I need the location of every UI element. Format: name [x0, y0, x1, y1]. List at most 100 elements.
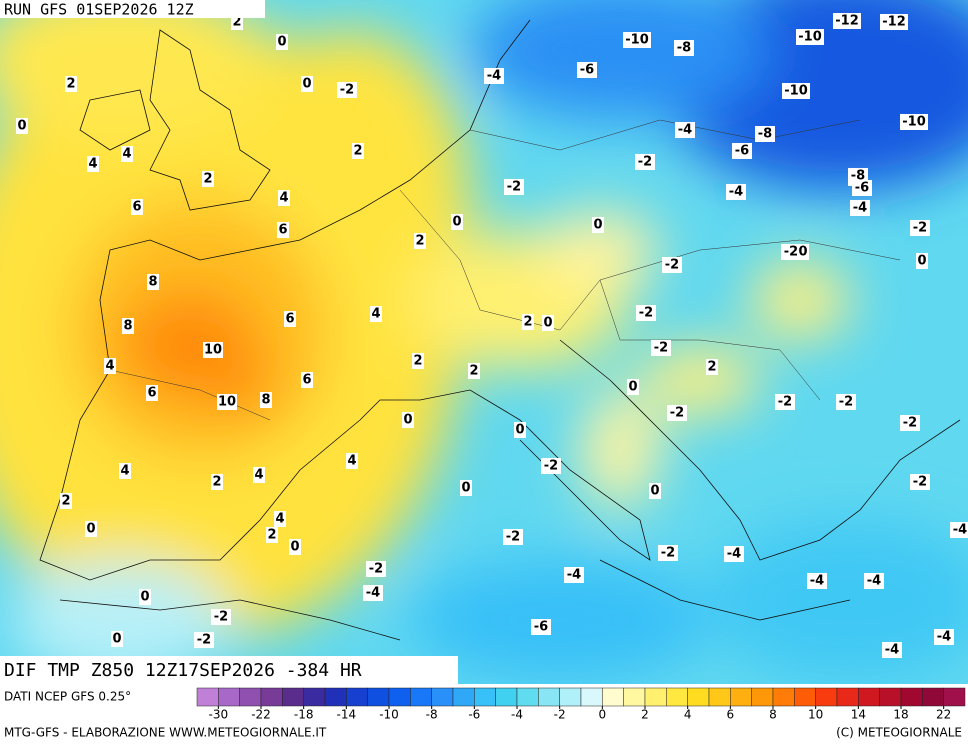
colorbar-tick-label: -22	[251, 708, 271, 722]
colorbar-cell	[495, 687, 518, 707]
contour-label: -6	[534, 620, 548, 635]
contour-label: 2	[469, 364, 478, 379]
contour-label: -8	[677, 41, 691, 56]
colorbar-cell	[452, 687, 475, 707]
colorbar-cell	[772, 687, 795, 707]
contour-label-bg	[194, 632, 214, 648]
colorbar-cell	[730, 687, 752, 707]
contour-label-bg	[623, 32, 651, 48]
contour-label-bg	[674, 40, 694, 56]
contour-label: 0	[798, 245, 807, 260]
contour-label-bg	[900, 114, 928, 130]
contour-label-bg	[592, 217, 604, 233]
contour-label-bg	[522, 314, 534, 330]
header-box	[0, 0, 265, 18]
contour-label-bg	[121, 146, 133, 162]
contour-label-bg	[202, 171, 214, 187]
colorbar-cell	[324, 687, 347, 707]
colorbar-tick-label: 14	[851, 708, 866, 722]
contour-label-bg	[782, 83, 810, 99]
map-title: DIF TMP Z850 12Z17SEP2026 -384 HR	[4, 660, 362, 681]
contour-label: 0	[140, 590, 149, 605]
contour-label-bg	[636, 305, 656, 321]
colorbar-cell	[474, 687, 496, 707]
contour-label-bg	[934, 629, 954, 645]
contour-label: -6	[735, 144, 749, 159]
contour-label: 0	[86, 522, 95, 537]
contour-label: -4	[953, 523, 967, 538]
contour-label: 6	[132, 200, 141, 215]
contour-label: 0	[917, 254, 926, 269]
contour-label-bg	[484, 68, 504, 84]
contour-label: -2	[903, 416, 917, 431]
colorbar-tick-label: 6	[727, 708, 735, 722]
colorbar-tick-label: -30	[209, 708, 229, 722]
contour-label-bg	[836, 394, 856, 410]
contour-label: -4	[366, 586, 380, 601]
contour-label: -2	[839, 395, 853, 410]
contour-label-bg	[706, 359, 718, 375]
contour-label-bg	[755, 126, 775, 142]
contour-label: 0	[593, 218, 602, 233]
contour-label-bg	[577, 62, 597, 78]
colorbar-cell	[879, 687, 902, 707]
contour-label-bg	[301, 76, 313, 92]
contour-label: 2	[232, 15, 241, 30]
contour-label: -4	[867, 574, 881, 589]
contour-label-bg	[131, 199, 143, 215]
contour-label-bg	[542, 315, 554, 331]
contour-label: 6	[278, 223, 287, 238]
colorbar-cell	[666, 687, 688, 707]
contour-label: -2	[913, 221, 927, 236]
contour-label: -2	[778, 395, 792, 410]
contour-label: -8	[758, 127, 772, 142]
contour-label: 0	[277, 35, 286, 50]
contour-label-bg	[732, 143, 752, 159]
credit: MTG-GFS - ELABORAZIONE WWW.METEOGIORNALE…	[4, 726, 327, 740]
contour-label-bg	[864, 573, 884, 589]
contour-label-bg	[352, 143, 364, 159]
contour-label: 2	[203, 172, 212, 187]
colorbar-cell	[644, 687, 667, 707]
colorbar-tick-label: -2	[554, 708, 566, 722]
contour-label: 2	[353, 144, 362, 159]
contour-label: -6	[580, 63, 594, 78]
contour-label: -10	[902, 115, 926, 130]
contour-label: 2	[523, 315, 532, 330]
contour-label: -2	[214, 610, 228, 625]
colorbar-cell	[239, 687, 262, 707]
colorbar-cell	[836, 687, 859, 707]
contour-label: -10	[798, 30, 822, 45]
contour-label-bg	[111, 631, 123, 647]
contour-label: 0	[302, 77, 311, 92]
colorbar-cell	[815, 687, 838, 707]
contour-label: -2	[670, 406, 684, 421]
colorbar-cell	[282, 687, 304, 707]
contour-label: 2	[267, 528, 276, 543]
colorbar-cell	[303, 687, 326, 707]
colorbar-tick-label: 2	[641, 708, 649, 722]
contour-label: 10	[204, 343, 222, 358]
contour-label-bg	[289, 539, 301, 555]
contour-label: -6	[855, 181, 869, 196]
colorbar-cell	[580, 687, 603, 707]
contour-label: 6	[285, 312, 294, 327]
contour-label: -4	[853, 201, 867, 216]
contour-label-bg	[900, 415, 920, 431]
contour-label: -2	[638, 155, 652, 170]
colorbar-tick-label: -6	[468, 708, 480, 722]
contour-label-bg	[726, 184, 746, 200]
contour-label-bg	[260, 392, 272, 408]
contour-label: 0	[515, 423, 524, 438]
colorbar-tick-label: -4	[511, 708, 523, 722]
contour-label-bg	[370, 306, 382, 322]
contour-label-bg	[266, 527, 278, 543]
contour-label-bg	[217, 394, 237, 410]
colorbar-tick-label: -18	[294, 708, 314, 722]
contour-label-bg	[65, 76, 77, 92]
contour-label: 2	[415, 234, 424, 249]
contour-label: 2	[61, 494, 70, 509]
colorbar-cell	[602, 687, 624, 707]
colorbar-cell	[346, 687, 368, 707]
contour-label: 2	[212, 475, 221, 490]
